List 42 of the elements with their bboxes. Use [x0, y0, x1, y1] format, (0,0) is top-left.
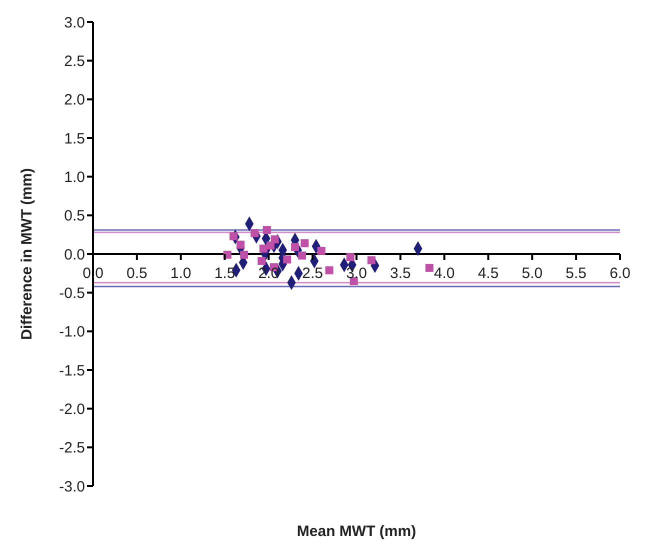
y-tick-label: -2.5: [59, 440, 85, 457]
point: [298, 252, 306, 260]
point: [262, 226, 271, 234]
y-tick-label: -2.0: [59, 400, 85, 418]
x-tick-label: 0.5: [126, 265, 148, 282]
point: [346, 253, 354, 262]
y-tick-label: -0.5: [59, 284, 85, 302]
x-tick-label: 4.5: [478, 265, 499, 282]
x-tick-label: 5.5: [566, 265, 587, 282]
x-tick-label: 6.0: [610, 265, 630, 282]
y-tick-label: 1.0: [64, 168, 85, 186]
x-tick-label: 2.5: [302, 265, 324, 282]
point: [258, 256, 266, 265]
point: [230, 232, 238, 240]
point: [325, 266, 334, 274]
x-tick-label: 5.0: [522, 265, 543, 282]
point: [283, 255, 292, 264]
y-tick-label: 0.5: [64, 208, 85, 225]
x-axis-title: Mean MWT (mm): [296, 523, 416, 540]
point: [291, 243, 300, 252]
x-tick-label: 3.5: [390, 265, 411, 282]
point: [300, 239, 309, 248]
point: [259, 244, 268, 253]
x-tick-label: 3.0: [346, 265, 367, 282]
x-tick-label: 1.5: [214, 265, 236, 282]
y-tick-label: -1.0: [59, 324, 85, 341]
y-tick-label: 3.0: [64, 14, 85, 32]
x-tick-label: 1.0: [170, 265, 192, 282]
y-tick-label: -1.5: [59, 362, 85, 380]
point: [270, 235, 279, 244]
y-tick-label: -3.0: [59, 478, 85, 496]
y-tick-label: 2.0: [64, 92, 85, 109]
y-tick-label: 0.0: [64, 246, 85, 264]
x-tick-label: 4.0: [434, 265, 455, 282]
point: [367, 256, 376, 264]
y-tick-label: 1.5: [64, 130, 85, 148]
point: [317, 246, 326, 255]
point: [240, 250, 248, 259]
y-axis-title: Difference in MWT (mm): [18, 168, 36, 340]
y-tick-label: 2.5: [64, 52, 85, 70]
point: [425, 264, 434, 272]
point: [250, 229, 259, 238]
